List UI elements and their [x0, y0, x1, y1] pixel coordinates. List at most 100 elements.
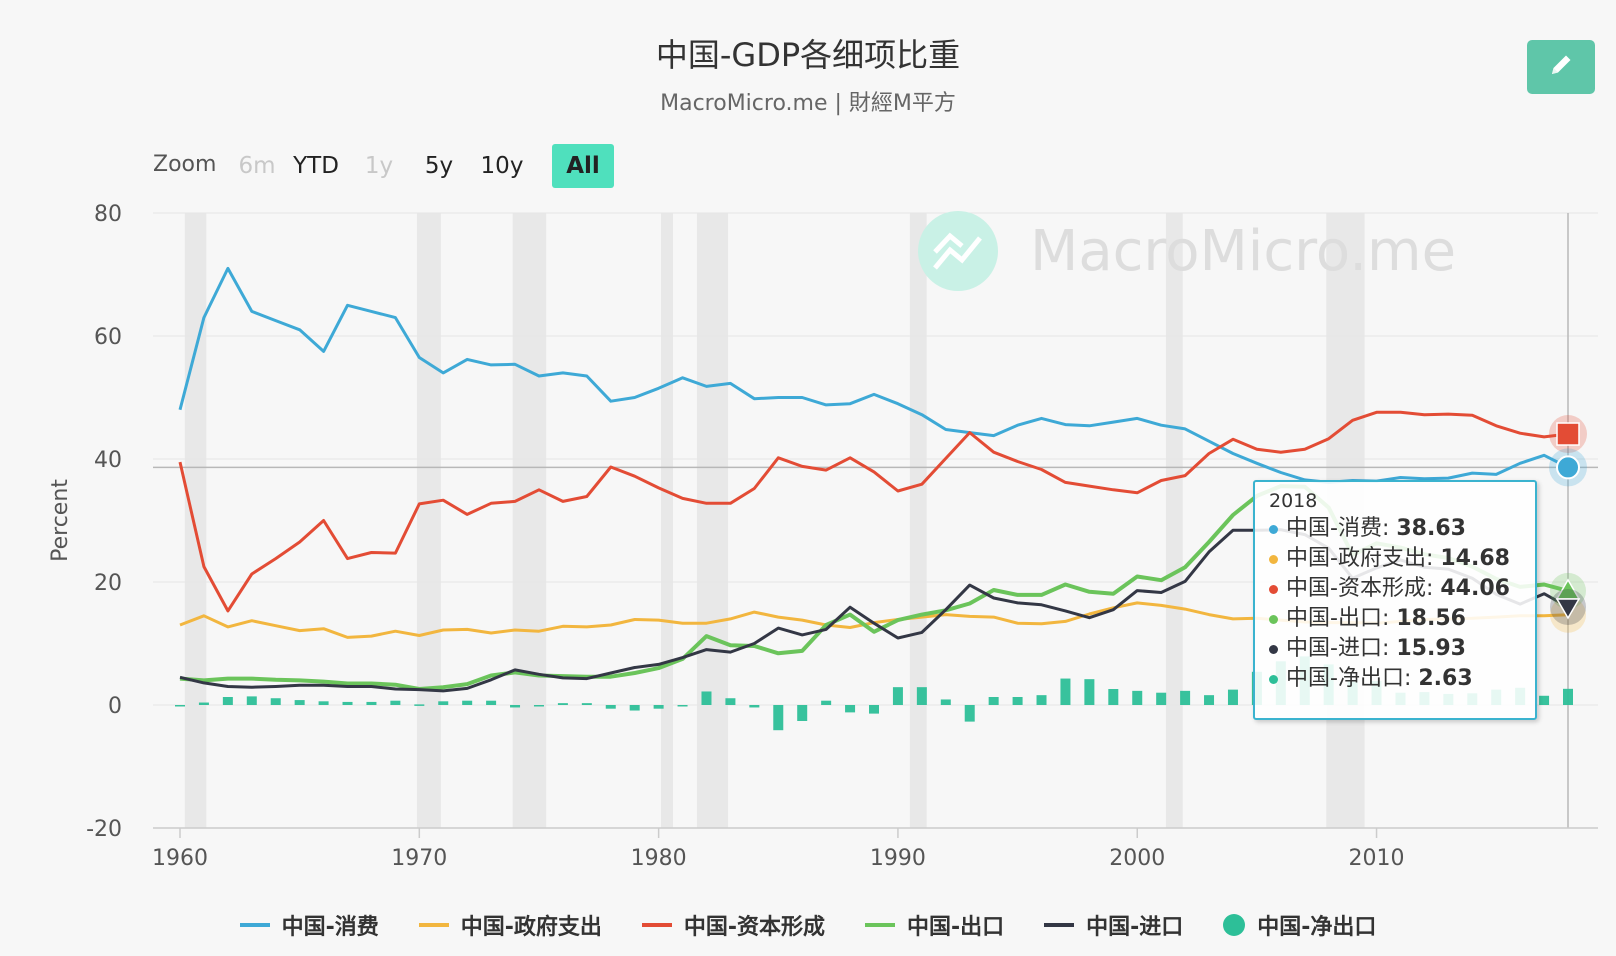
legend-item[interactable]: 中国-出口	[865, 909, 1004, 941]
x-tick-label: 1980	[631, 846, 687, 871]
tooltip-label: 中国-消费:	[1286, 516, 1397, 541]
net-exports-bar	[677, 705, 688, 707]
tooltip-label: 中国-进口:	[1286, 636, 1397, 661]
y-axis-label: Percent	[48, 479, 73, 562]
recession-band	[512, 213, 547, 828]
legend-item[interactable]: 中国-进口	[1044, 909, 1183, 941]
net-exports-bar	[1539, 695, 1550, 705]
y-tick-label: 20	[94, 571, 122, 596]
net-exports-bar	[1108, 689, 1119, 705]
tooltip-value: 44.06	[1440, 576, 1510, 601]
tooltip-value: 38.63	[1396, 516, 1466, 541]
pencil-icon	[1547, 51, 1575, 83]
tooltip-label: 中国-出口:	[1286, 606, 1397, 631]
recession-band	[696, 213, 729, 828]
net-exports-bar	[510, 705, 521, 708]
y-tick-label: 60	[94, 325, 122, 350]
tooltip: 2018 中国-消费: 38.63 中国-政府支出: 14.68 中国-资本形成: …	[1253, 480, 1537, 720]
y-tick-label: 0	[108, 694, 122, 719]
series-dot-icon	[1269, 524, 1278, 534]
zoom-label: Zoom	[153, 152, 217, 177]
net-exports-bar	[175, 705, 185, 707]
net-exports-bar	[749, 705, 760, 708]
chart-subtitle: MacroMicro.me | 財經M平方	[660, 91, 956, 116]
series-dot-icon	[1269, 554, 1278, 564]
watermark-text: MacroMicro.me	[1030, 219, 1456, 284]
net-exports-bar	[940, 699, 951, 705]
tooltip-row: 中国-资本形成: 44.06	[1269, 574, 1521, 604]
recession-band	[184, 213, 207, 828]
net-exports-bar	[222, 697, 233, 705]
marker-circle	[1556, 455, 1580, 480]
marker-square	[1556, 422, 1580, 446]
net-exports-bar	[486, 700, 497, 705]
net-exports-bar	[916, 687, 927, 705]
net-exports-bar	[294, 700, 305, 705]
x-tick-label: 2000	[1109, 846, 1165, 871]
net-exports-bar	[557, 703, 568, 705]
tooltip-row: 中国-净出口: 2.63	[1269, 664, 1521, 694]
net-exports-bar	[605, 705, 616, 709]
net-exports-bar	[892, 687, 903, 705]
net-exports-bar	[869, 705, 879, 714]
tooltip-label: 中国-净出口:	[1286, 666, 1419, 691]
series-dot-icon	[1269, 674, 1278, 684]
net-exports-bar	[246, 696, 257, 705]
net-exports-bar	[438, 701, 449, 705]
net-exports-bar	[1084, 679, 1095, 705]
net-exports-bar	[1132, 690, 1143, 705]
net-exports-bar	[773, 705, 784, 731]
tooltip-row: 中国-政府支出: 14.68	[1269, 544, 1521, 574]
net-exports-bar	[988, 697, 999, 705]
net-exports-bar	[964, 705, 975, 722]
net-exports-bar	[1227, 689, 1238, 705]
net-exports-bar	[797, 705, 808, 721]
legend-item[interactable]: 中国-资本形成	[641, 909, 825, 941]
legend: 中国-消费 中国-政府支出 中国-资本形成 中国-出口 中国-进口 中国-净出口	[0, 908, 1616, 942]
legend-swatch-icon	[641, 923, 672, 927]
net-exports-bar	[318, 701, 329, 705]
recession-band	[661, 213, 673, 828]
zoom-5y-button[interactable]: 5y	[424, 153, 454, 179]
legend-swatch-icon	[865, 923, 895, 927]
net-exports-bar	[1060, 678, 1071, 705]
tooltip-value: 2.63	[1418, 666, 1473, 691]
marker-triangle-down	[1555, 598, 1581, 620]
legend-swatch-icon	[239, 923, 270, 927]
series-dot-icon	[1269, 584, 1278, 594]
zoom-6m-button[interactable]: 6m	[238, 153, 276, 179]
net-exports-bar	[1180, 690, 1191, 705]
zoom-all-button[interactable]: All	[552, 144, 614, 188]
legend-swatch-icon	[1044, 923, 1075, 927]
legend-item[interactable]: 中国-净出口	[1223, 909, 1376, 941]
net-exports-bar	[701, 691, 712, 705]
net-exports-bar	[533, 705, 544, 707]
legend-item[interactable]: 中国-消费	[239, 909, 379, 941]
zoom-1y-button[interactable]: 1y	[364, 153, 394, 179]
tooltip-value: 18.56	[1396, 606, 1466, 631]
recession-band	[1165, 213, 1183, 828]
net-exports-bar	[1204, 695, 1215, 705]
net-exports-bar	[725, 698, 736, 705]
legend-label: 中国-出口	[907, 915, 1005, 940]
net-exports-bar	[1156, 692, 1167, 705]
chart-title: 中国-GDP各细项比重	[655, 36, 961, 74]
net-exports-bar	[629, 705, 640, 711]
net-exports-bar	[414, 704, 425, 706]
zoom-10y-button[interactable]: 10y	[480, 153, 524, 179]
net-exports-bar	[462, 700, 473, 705]
watermark-logo-icon	[918, 211, 998, 291]
net-exports-bar	[1036, 695, 1047, 705]
edit-button[interactable]	[1527, 40, 1595, 94]
legend-label: 中国-资本形成	[683, 915, 825, 940]
recession-band	[909, 213, 927, 828]
series-dot-icon	[1269, 614, 1278, 624]
legend-swatch-icon	[418, 923, 449, 927]
legend-label: 中国-进口	[1086, 915, 1184, 940]
legend-item[interactable]: 中国-政府支出	[418, 909, 602, 941]
chart-area: MacroMicro.me -20 0 20 40 60 80 1960 1970 1980 19…	[48, 202, 1598, 871]
zoom-ytd-button[interactable]: YTD	[293, 153, 339, 179]
tooltip-label: 中国-政府支出:	[1286, 546, 1441, 571]
tooltip-year: 2018	[1269, 490, 1318, 512]
series-dot-icon	[1269, 644, 1278, 654]
